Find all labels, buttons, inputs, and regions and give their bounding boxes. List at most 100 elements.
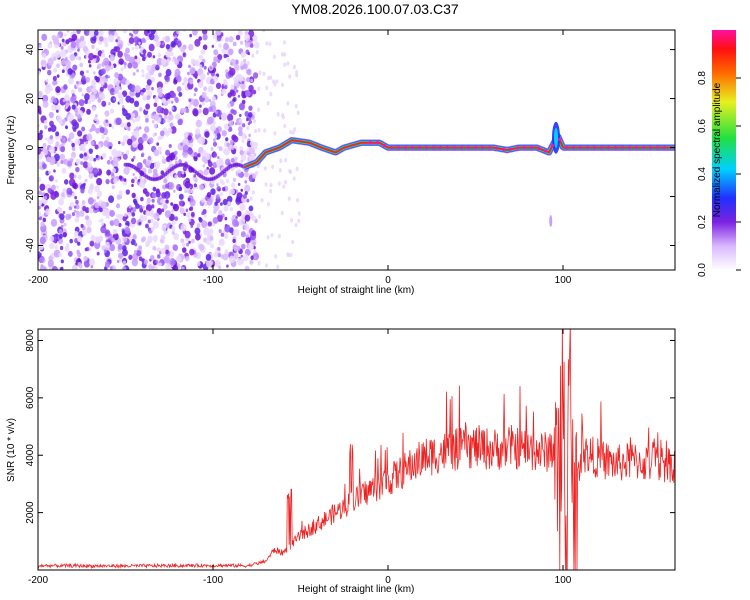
signal-peak-point	[620, 145, 625, 150]
noise-blob	[123, 166, 130, 175]
noise-blob	[265, 85, 269, 90]
spectrogram-y-axis: -40 -20 0 20 40	[25, 44, 675, 253]
noise-blob	[38, 177, 42, 183]
noise-blob	[141, 73, 145, 78]
noise-blob	[242, 63, 248, 70]
noise-blob	[111, 125, 115, 129]
noise-blob	[264, 182, 268, 187]
noise-blob	[273, 82, 277, 87]
noise-blob	[218, 43, 222, 48]
noise-blob	[109, 266, 113, 270]
noise-blob	[155, 64, 159, 69]
noise-blob	[106, 159, 111, 165]
noise-blob	[130, 178, 135, 184]
noise-blob	[74, 138, 81, 146]
noise-blob	[55, 50, 61, 59]
noise-blob	[183, 131, 189, 138]
noise-blob	[126, 138, 133, 146]
signal-peak-point	[522, 145, 527, 150]
signal-peak-point	[389, 145, 394, 150]
noise-blob	[185, 255, 190, 262]
noise-blob	[41, 94, 49, 103]
noise-blob	[202, 33, 208, 41]
noise-blob	[248, 155, 253, 161]
noise-blob	[226, 195, 233, 203]
noise-blob	[253, 72, 259, 79]
noise-blob	[160, 170, 165, 175]
noise-blob	[244, 180, 248, 184]
signal-peak-point	[578, 145, 583, 150]
noise-blob	[180, 223, 187, 232]
signal-peak-point	[452, 145, 457, 150]
noise-blob	[51, 184, 56, 191]
noise-blob	[96, 47, 99, 52]
noise-blob	[244, 41, 250, 48]
noise-blob	[97, 63, 102, 69]
noise-blob	[222, 198, 228, 206]
noise-blob	[196, 261, 201, 267]
noise-blob	[206, 192, 212, 198]
noise-blob	[152, 220, 159, 229]
noise-blob	[165, 183, 170, 189]
noise-blob	[199, 64, 203, 69]
signal-peak-point	[480, 145, 485, 150]
noise-blob	[80, 188, 85, 194]
noise-blob	[142, 87, 146, 93]
noise-blob	[92, 106, 97, 112]
noise-blob	[190, 58, 196, 65]
noise-blob	[51, 104, 57, 111]
noise-blob	[70, 158, 74, 163]
noise-blob	[226, 264, 229, 268]
noise-blob	[188, 142, 194, 148]
spectrogram-image	[38, 30, 675, 270]
noise-blob	[213, 49, 219, 56]
noise-blob	[289, 252, 293, 258]
noise-blob	[230, 84, 235, 90]
noise-blob	[170, 40, 176, 48]
noise-blob	[198, 183, 205, 191]
noise-blob	[116, 213, 120, 219]
noise-blob	[78, 81, 82, 86]
noise-blob	[281, 113, 285, 118]
noise-blob	[153, 161, 161, 169]
noise-blob	[223, 205, 229, 212]
noise-blob	[117, 50, 123, 58]
noise-blob	[48, 111, 54, 119]
noise-blob	[208, 106, 213, 112]
colorbar-gradient	[712, 30, 736, 270]
noise-blob	[187, 147, 193, 155]
noise-blob	[41, 33, 48, 41]
noise-blob	[182, 52, 186, 56]
noise-blob	[160, 247, 166, 255]
noise-blob	[201, 220, 208, 229]
noise-blob	[70, 96, 76, 103]
noise-blob	[118, 195, 123, 200]
noise-blob	[145, 210, 151, 217]
noise-blob	[109, 54, 116, 62]
noise-blob	[241, 243, 246, 250]
noise-blob	[120, 122, 125, 128]
noise-blob	[165, 156, 171, 163]
noise-blob	[95, 154, 99, 159]
noise-blob	[47, 127, 52, 132]
noise-blob	[211, 96, 217, 102]
noise-blob	[133, 130, 140, 138]
noise-blob	[166, 92, 171, 99]
noise-blob	[238, 130, 243, 137]
noise-blob	[176, 86, 182, 93]
noise-blob	[111, 167, 117, 174]
noise-blob	[291, 130, 295, 135]
noise-blob	[284, 179, 288, 185]
noise-blob	[100, 222, 104, 226]
signal-peak-point	[368, 141, 373, 145]
noise-blob	[218, 188, 221, 192]
noise-blob	[200, 73, 206, 80]
noise-blob	[190, 224, 194, 228]
noise-blob	[171, 230, 175, 235]
noise-blob	[146, 95, 151, 100]
noise-blob	[215, 111, 218, 115]
noise-blob	[53, 67, 58, 73]
noise-blob	[203, 65, 207, 70]
noise-blob	[141, 37, 146, 43]
noise-blob	[181, 266, 185, 270]
